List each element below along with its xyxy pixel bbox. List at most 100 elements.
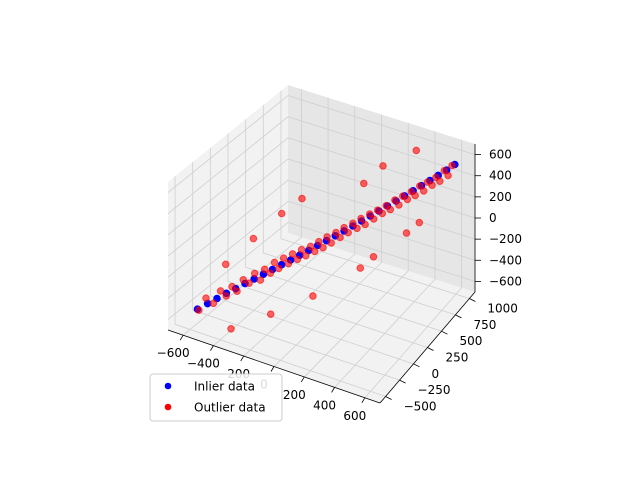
grid-line-x xyxy=(364,139,463,399)
data-point xyxy=(353,224,361,233)
y-tick xyxy=(413,363,420,368)
grid-line-y xyxy=(280,90,470,299)
data-point xyxy=(386,205,395,214)
y-tick xyxy=(399,379,406,384)
grid-line-x xyxy=(243,106,356,357)
y-tick xyxy=(385,396,392,400)
y-tick xyxy=(427,347,434,351)
data-point xyxy=(310,247,319,256)
y-tick-label: 0 xyxy=(432,367,440,381)
data-point xyxy=(260,265,269,274)
grid-line-z xyxy=(167,137,476,236)
data-point xyxy=(266,269,275,278)
data-point xyxy=(411,191,420,200)
x-tick-label: −400 xyxy=(187,357,220,371)
data-point xyxy=(323,233,331,241)
data-point xyxy=(277,209,286,218)
legend: Inlier data Outlier data xyxy=(149,373,283,422)
tick-labels: −600−400−2000200400600−500−2500250500750… xyxy=(157,148,522,423)
y-tick xyxy=(441,330,448,335)
x-tick xyxy=(210,345,214,351)
data-point xyxy=(415,218,424,227)
data-point xyxy=(221,260,230,269)
grid-lines xyxy=(167,89,476,399)
grid-line-z xyxy=(167,200,476,299)
data-point xyxy=(436,177,444,185)
data-point xyxy=(279,254,288,263)
data-point xyxy=(216,287,225,295)
z-tick-label: 200 xyxy=(489,190,512,204)
data-point xyxy=(256,276,265,284)
y-tick-label: 250 xyxy=(446,351,469,365)
grid-line-y xyxy=(245,119,442,332)
data-point xyxy=(391,196,399,204)
data-point xyxy=(379,162,387,170)
data-point xyxy=(369,215,378,223)
data-point xyxy=(336,233,344,242)
x-tick-label: 200 xyxy=(283,388,306,402)
data-point xyxy=(344,228,353,237)
data-point xyxy=(428,181,436,189)
grid-line-x xyxy=(304,122,409,378)
grid-line-z xyxy=(167,179,476,278)
data-point xyxy=(340,223,348,232)
z-tick-label: 600 xyxy=(489,148,512,162)
grid-line-z xyxy=(167,221,476,320)
z-tick-label: −600 xyxy=(489,274,522,288)
grid-line-y xyxy=(209,147,414,365)
data-point xyxy=(327,239,336,247)
data-point xyxy=(270,258,279,267)
y-tick-label: 1000 xyxy=(487,302,518,316)
data-point xyxy=(357,214,365,223)
data-point xyxy=(416,182,424,190)
data-point xyxy=(378,209,387,218)
data-point xyxy=(309,292,317,300)
z-tick-label: −400 xyxy=(489,253,522,267)
data-point xyxy=(209,299,218,308)
data-point xyxy=(448,161,456,170)
data-point xyxy=(297,245,306,254)
grid-line-y xyxy=(174,176,386,397)
data-point xyxy=(284,259,293,268)
grid-line-z xyxy=(167,116,476,215)
data-point xyxy=(202,294,210,303)
data-point xyxy=(403,195,412,204)
y-tick-label: −500 xyxy=(404,399,437,413)
tick-marks xyxy=(179,154,481,403)
data-point xyxy=(288,250,297,258)
z-tick-label: 0 xyxy=(489,211,497,225)
data-point xyxy=(233,287,241,296)
data-point xyxy=(332,228,340,237)
data-point xyxy=(250,269,259,278)
data-point xyxy=(306,242,315,251)
grid-line-y xyxy=(262,104,456,316)
z-tick-label: 400 xyxy=(489,169,512,183)
grid-line-y xyxy=(192,162,400,381)
z-tick-label: −200 xyxy=(489,232,522,246)
data-point xyxy=(249,234,258,243)
data-point xyxy=(298,194,306,203)
legend-box xyxy=(149,373,283,422)
data-point xyxy=(412,146,421,155)
data-points xyxy=(193,146,459,333)
grid-line-y xyxy=(227,133,428,348)
data-point xyxy=(356,264,365,272)
y-tick-label: −250 xyxy=(418,383,451,397)
data-point xyxy=(365,210,374,218)
legend-label: Outlier data xyxy=(194,401,266,415)
x-tick xyxy=(240,355,245,362)
data-point xyxy=(315,237,323,246)
data-point xyxy=(419,187,428,195)
x-tick-label: −600 xyxy=(157,346,190,360)
data-point xyxy=(245,279,253,288)
y-tick xyxy=(455,314,462,319)
data-point xyxy=(274,264,283,273)
grid-line-x xyxy=(213,97,329,346)
legend-marker xyxy=(164,382,172,390)
data-point xyxy=(266,310,275,319)
x-tick-label: 400 xyxy=(313,398,336,412)
data-point xyxy=(302,251,310,260)
data-point xyxy=(195,306,203,315)
data-point xyxy=(360,179,368,188)
